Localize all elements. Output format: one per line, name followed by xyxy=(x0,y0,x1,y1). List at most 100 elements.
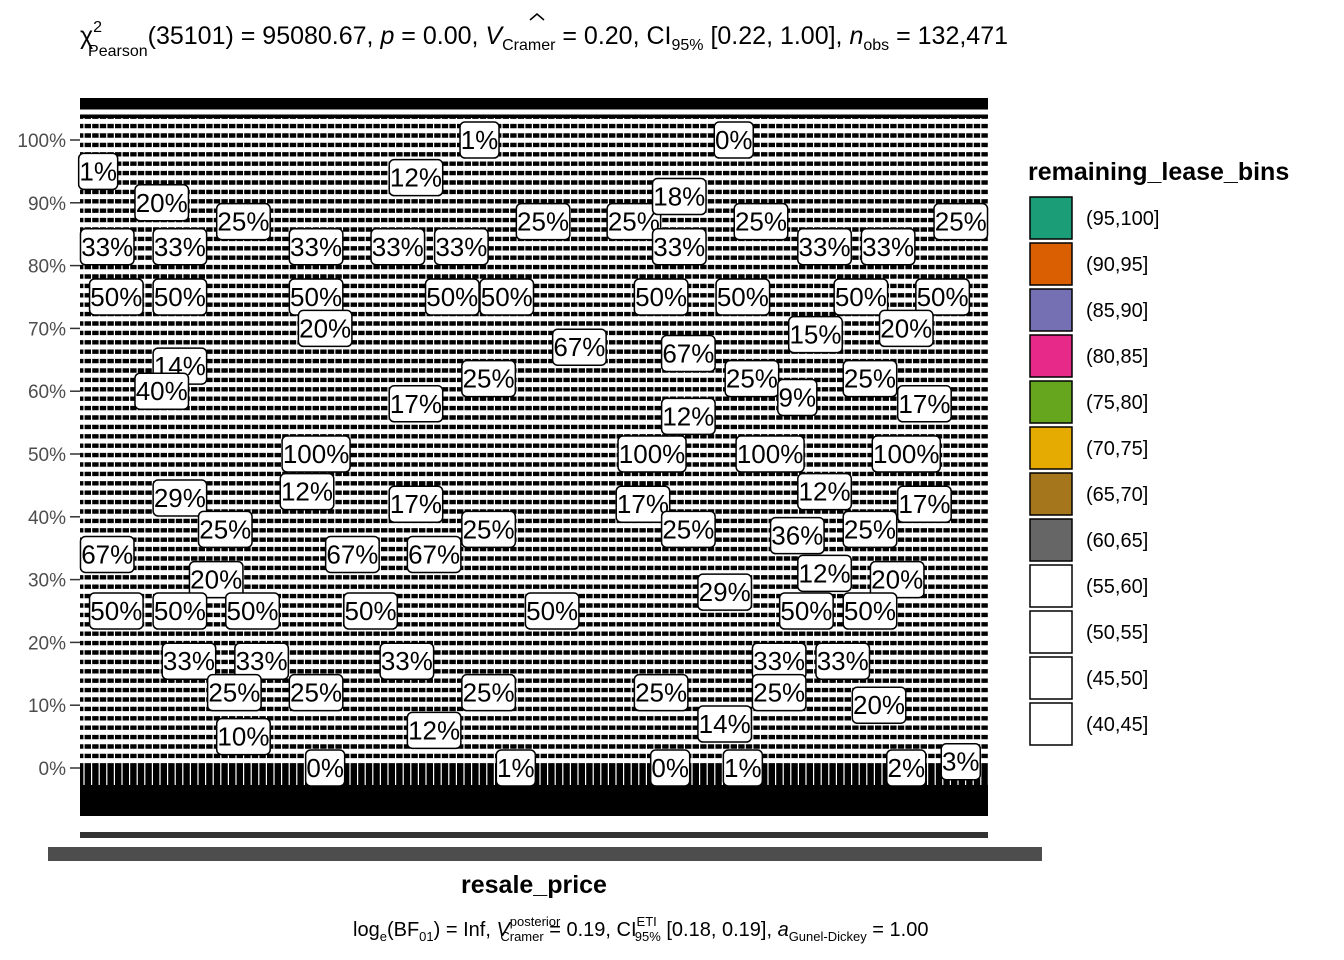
percentage-label: 10% xyxy=(215,717,271,756)
percentage-label: 25% xyxy=(288,673,344,712)
legend-entry: (85,90] xyxy=(1029,288,1148,332)
svg-text:1%: 1% xyxy=(79,156,117,186)
legend-swatch xyxy=(1029,656,1073,700)
percentage-label: 12% xyxy=(406,711,462,750)
legend-swatch xyxy=(1029,518,1073,562)
legend-label: (40,45] xyxy=(1086,714,1148,736)
percentage-label: 50% xyxy=(424,278,480,316)
percentage-label: 33% xyxy=(651,228,707,266)
svg-text:50%: 50% xyxy=(90,282,142,312)
percentage-label: 20% xyxy=(134,184,190,222)
legend-label: (60,65] xyxy=(1086,530,1148,552)
percentage-label: 29% xyxy=(152,479,208,517)
svg-text:25%: 25% xyxy=(635,678,687,708)
legend-label: (95,100] xyxy=(1086,208,1159,230)
legend-swatch xyxy=(1029,702,1073,746)
svg-text:25%: 25% xyxy=(726,364,778,394)
svg-text:100%: 100% xyxy=(283,439,350,469)
svg-text:29%: 29% xyxy=(154,483,206,513)
legend-entry: (65,70] xyxy=(1029,472,1148,516)
legend-swatch xyxy=(1029,288,1073,332)
percentage-label: 50% xyxy=(524,592,580,630)
percentage-label: 17% xyxy=(896,385,952,423)
svg-text:17%: 17% xyxy=(898,389,950,419)
percentage-label: 2% xyxy=(886,749,927,787)
svg-text:25%: 25% xyxy=(217,207,269,237)
legend-swatch xyxy=(1029,472,1073,516)
svg-text:33%: 33% xyxy=(435,232,487,262)
svg-text:25%: 25% xyxy=(463,364,515,394)
data-labels: 1%20%12%25% 25% 25% 25% 25%18%0%1%33% 33% 33% 3… xyxy=(77,121,989,787)
svg-text:1%: 1% xyxy=(497,753,535,783)
percentage-label: 25% xyxy=(515,202,571,241)
svg-text:50%: 50% xyxy=(345,596,397,626)
svg-text:18%: 18% xyxy=(653,182,705,212)
svg-text:12%: 12% xyxy=(799,477,851,507)
svg-text:25%: 25% xyxy=(208,678,260,708)
legend-swatch xyxy=(1029,426,1073,470)
svg-text:36%: 36% xyxy=(771,521,823,551)
percentage-label: 17% xyxy=(615,485,671,523)
percentage-label: 12% xyxy=(797,554,853,593)
legend-label: (75,80] xyxy=(1086,392,1148,414)
y-tick-label: 40% xyxy=(28,508,66,529)
percentage-label: 33% xyxy=(379,642,435,680)
y-tick-label: 20% xyxy=(28,633,66,654)
percentage-label: 33% xyxy=(370,228,426,266)
percentage-label: 0% xyxy=(304,749,346,787)
percentage-label: 33% xyxy=(433,228,489,266)
svg-text:12%: 12% xyxy=(662,401,714,431)
legend-label: (65,70] xyxy=(1086,484,1148,506)
percentage-label: 20% xyxy=(878,309,934,348)
percentage-label: 33% xyxy=(79,228,135,266)
svg-text:25%: 25% xyxy=(199,514,251,544)
svg-text:20%: 20% xyxy=(880,313,932,343)
percentage-label: 12% xyxy=(797,472,853,511)
svg-text:25%: 25% xyxy=(662,514,714,544)
svg-text:33%: 33% xyxy=(163,646,215,676)
x-tick-labels xyxy=(48,847,1042,861)
svg-text:33%: 33% xyxy=(236,646,288,676)
percentage-label: 25% xyxy=(206,673,262,712)
svg-text:25%: 25% xyxy=(844,364,896,394)
svg-text:33%: 33% xyxy=(381,646,433,676)
svg-text:100%: 100% xyxy=(737,439,804,469)
svg-text:100%: 100% xyxy=(873,439,940,469)
percentage-label: 25% xyxy=(606,202,662,241)
svg-text:33%: 33% xyxy=(372,232,424,262)
percentage-label: 25% xyxy=(724,359,780,398)
svg-text:12%: 12% xyxy=(799,558,851,588)
svg-text:17%: 17% xyxy=(617,489,669,519)
percentage-label: 1% xyxy=(459,121,500,159)
percentage-label: 20% xyxy=(851,686,907,724)
svg-text:3%: 3% xyxy=(942,747,980,777)
svg-text:50%: 50% xyxy=(226,596,278,626)
percentage-label: 33% xyxy=(860,228,916,266)
x-axis-line xyxy=(80,832,988,838)
legend-swatch xyxy=(1029,610,1073,654)
svg-text:50%: 50% xyxy=(290,282,342,312)
percentage-label: 18% xyxy=(651,177,707,216)
svg-text:10%: 10% xyxy=(217,722,269,752)
y-tick-label: 0% xyxy=(39,759,67,780)
percentage-label: 14% xyxy=(697,705,753,743)
percentage-label: 15% xyxy=(787,315,843,354)
svg-text:20%: 20% xyxy=(871,565,923,595)
legend-entry: (75,80] xyxy=(1029,380,1148,424)
svg-text:50%: 50% xyxy=(526,596,578,626)
legend-entry: (45,50] xyxy=(1029,656,1148,700)
svg-text:25%: 25% xyxy=(608,207,660,237)
percentage-label: 33% xyxy=(161,642,217,680)
percentage-label: 1% xyxy=(495,749,537,787)
svg-text:25%: 25% xyxy=(753,678,805,708)
percentage-label: 67% xyxy=(551,328,607,366)
percentage-label: 3% xyxy=(940,742,982,781)
percentage-label: 20% xyxy=(188,560,244,599)
percentage-label: 33% xyxy=(152,228,208,266)
y-tick-label: 30% xyxy=(28,571,66,592)
svg-text:50%: 50% xyxy=(717,282,769,312)
svg-text:12%: 12% xyxy=(390,163,442,193)
svg-text:0%: 0% xyxy=(306,753,344,783)
svg-text:50%: 50% xyxy=(154,596,206,626)
